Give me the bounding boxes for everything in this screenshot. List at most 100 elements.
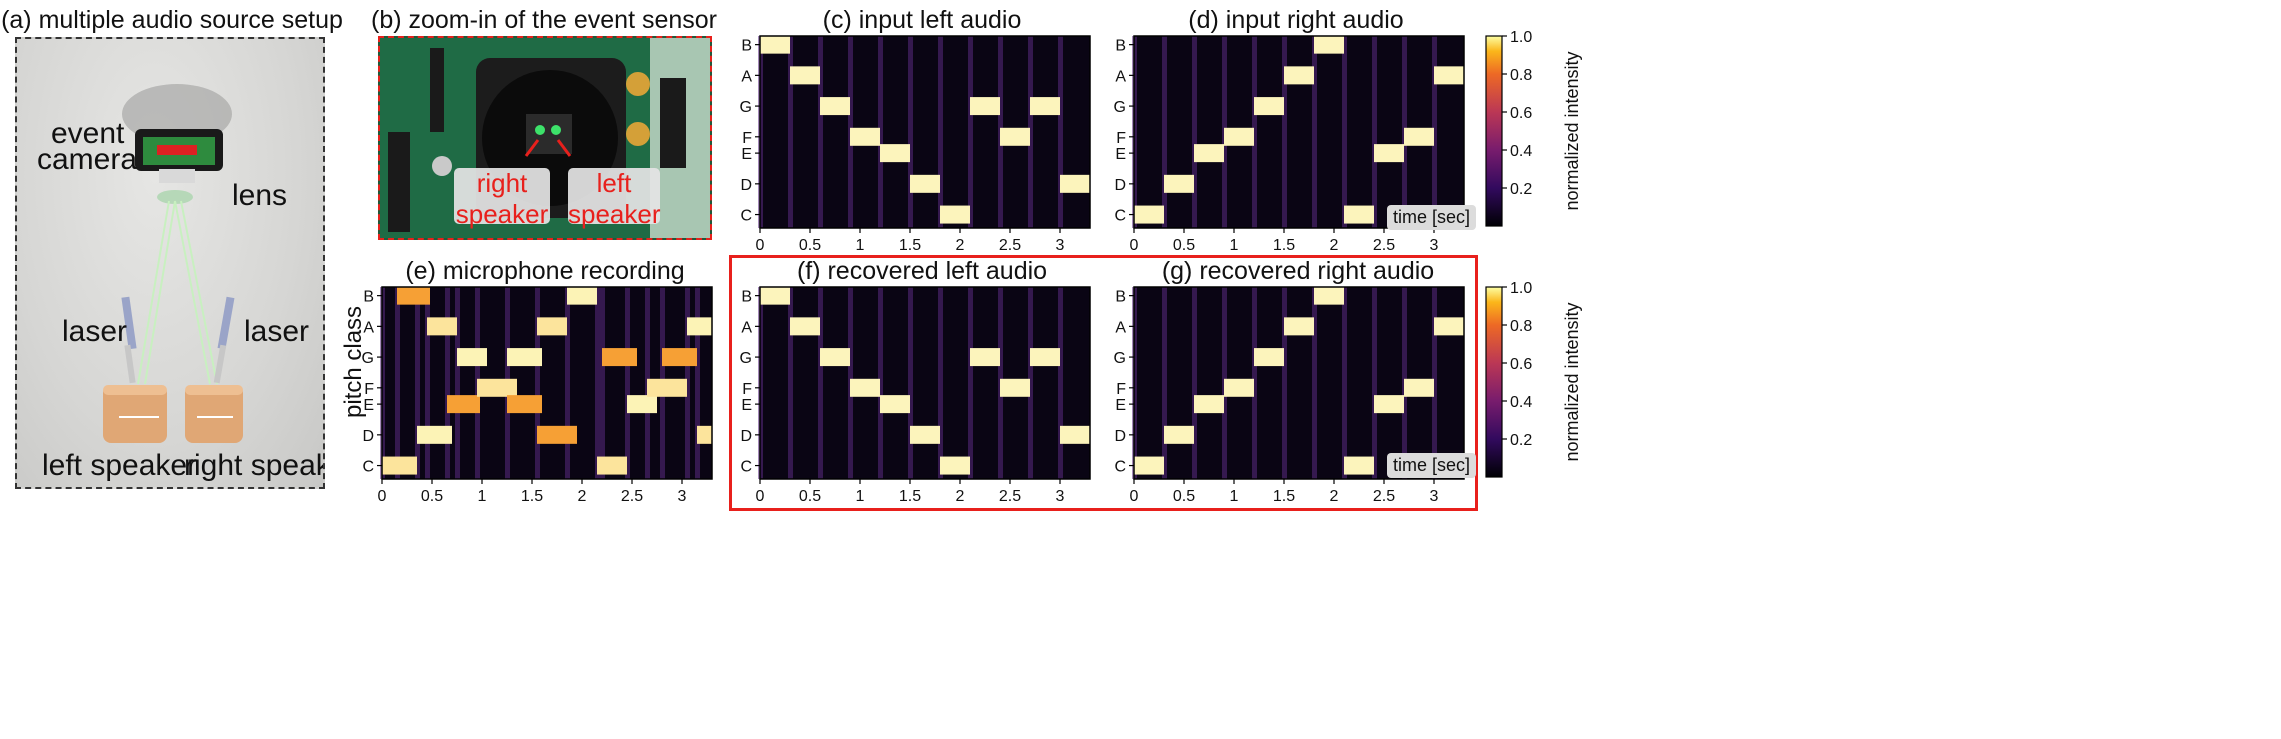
onset-streak [595,287,600,479]
time-tick-label: 0 [756,237,765,254]
onset-streak [818,36,823,228]
left-speaker-icon [103,385,167,443]
note-cell [1030,348,1060,367]
note-cell [1134,205,1164,224]
pitch-tick-label: B [741,38,752,55]
onset-streak [1432,36,1437,228]
note-cell [760,35,790,54]
pitch-tick-label: A [741,319,752,336]
right-bubble-line2: speaker [455,199,549,229]
onset-streak [1252,287,1257,479]
time-tick-label: 2 [1330,488,1339,505]
event-camera-icon [135,129,223,183]
note-cell [567,286,597,305]
pitch-tick-label: G [740,350,752,367]
heatmap-frame [759,35,1091,229]
onset-streak [445,287,450,479]
onset-streak [908,36,913,228]
onset-streak [685,287,690,479]
pitch-tick-label: F [742,130,752,147]
heatmap-frame [381,286,713,480]
onset-streak [788,36,793,228]
note-cell [1060,425,1090,444]
onset-streak [455,287,460,479]
onset-streak [565,287,570,479]
pitch-tick-label: D [1114,428,1126,445]
onset-streak [625,287,630,479]
laser-right-icon [213,296,235,384]
time-tick-label: 2 [578,488,587,505]
left-speaker-bubble: left speaker [568,168,661,229]
note-cell [1030,97,1060,116]
time-tick-label: 0 [1130,488,1139,505]
panel-d-title: (d) input right audio [1188,6,1404,34]
time-tick-label: 3 [1056,237,1065,254]
note-cell [662,348,697,367]
time-tick-label: 1.5 [1273,488,1295,505]
onset-streak [938,287,943,479]
note-cell [627,395,657,414]
note-cell [790,317,820,336]
note-cell [880,144,910,163]
colorbar-tick-label: 0.6 [1510,105,1532,122]
onset-streak [1192,287,1197,479]
time-tick-label: 2.5 [1373,237,1395,254]
time-tick-label: 3 [1430,488,1439,505]
laser-left-label: laser [62,315,128,348]
onset-streak [938,36,943,228]
left-bubble-line2: speaker [568,199,661,229]
colorbar-tick-label: 0.8 [1510,318,1532,335]
note-cell [1434,66,1464,85]
onset-streak [1058,287,1063,479]
note-cell [1254,97,1284,116]
note-cell [1434,317,1464,336]
time-tick-label: 2.5 [1373,488,1395,505]
time-tick-label: 0.5 [1173,488,1195,505]
onset-streak [695,287,700,479]
pitch-tick-label: B [1115,38,1126,55]
setup-illustration [103,84,243,443]
lens-icon [157,190,193,204]
onset-streak [1028,36,1033,228]
note-cell [447,395,480,414]
time-tick-label: 2.5 [999,488,1021,505]
note-cell [427,317,457,336]
pitch-tick-label: F [1116,381,1126,398]
onset-streak [425,287,430,479]
time-tick-label: 1 [1230,488,1239,505]
time-tick-label: 1 [478,488,487,505]
onset-streak [1192,36,1197,228]
pitch-tick-label: D [740,177,752,194]
heatmap-frame [1133,35,1465,229]
time-badge-g: time [sec] [1387,453,1477,478]
time-tick-label: 1 [856,237,865,254]
colorbar-tick-label: 0.4 [1510,394,1532,411]
recovered-highlight-box [729,255,1478,511]
pitch-tick-label: F [364,381,374,398]
green-spot-right [551,125,561,135]
note-cell [910,425,940,444]
note-cell [507,348,542,367]
pitch-tick-label: E [741,146,752,163]
pin-header-icon [388,48,444,232]
note-cell [1374,144,1404,163]
laser-left-icon [121,296,137,384]
note-cell [940,456,970,475]
right-bubble-line1: right [476,168,528,198]
onset-streak [1312,287,1317,479]
note-cell [970,348,1000,367]
note-cell [1000,378,1030,397]
note-cell [850,378,880,397]
colorbar-tick-label: 1.0 [1510,30,1532,46]
onset-streak [600,287,605,479]
onset-streak [878,36,883,228]
time-tick-label: 1 [1230,237,1239,254]
onset-streak [908,287,913,479]
time-tick-label: 2 [956,237,965,254]
time-tick-label: 0.5 [799,488,821,505]
event-camera-label-line2: camera [37,143,138,176]
laser-right-label: laser [244,315,310,348]
